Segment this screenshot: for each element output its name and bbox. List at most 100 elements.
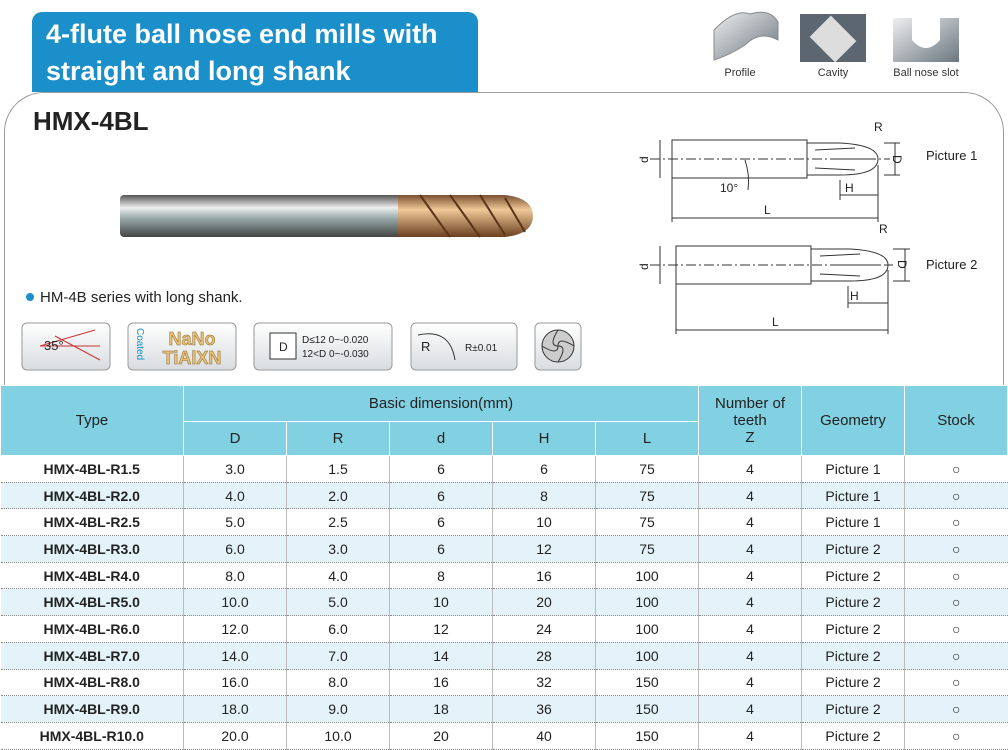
cell: HMX-4BL-R7.0 xyxy=(0,642,184,670)
cell: 28 xyxy=(492,642,596,670)
cell: ○ xyxy=(904,615,1008,643)
cell: 18.0 xyxy=(183,695,287,723)
cell: 5.0 xyxy=(286,588,390,617)
teeth-line: Number of xyxy=(715,395,786,412)
tolerance: 12<D 0~-0.030 xyxy=(302,349,369,360)
title-line: 4-flute ball nose end mills with xyxy=(46,19,438,49)
cell: HMX-4BL-R4.0 xyxy=(0,562,184,590)
cell: 16.0 xyxy=(183,669,287,697)
cell: 5.0 xyxy=(183,508,287,537)
cell: ○ xyxy=(904,669,1008,697)
cell: 2.5 xyxy=(286,508,390,537)
cell: Picture 2 xyxy=(801,669,905,697)
cell: 8.0 xyxy=(183,562,287,590)
cell: 150 xyxy=(594,695,699,723)
cell: Picture 2 xyxy=(801,615,905,643)
cell: HMX-4BL-R3.0 xyxy=(0,535,184,563)
dim-header: d xyxy=(389,421,493,456)
cell: 3.0 xyxy=(286,535,390,563)
title-tab: 4-flute ball nose end mills with straigh… xyxy=(32,12,478,92)
cell: 8 xyxy=(389,562,493,590)
cell: Picture 2 xyxy=(801,722,905,750)
table-row: HMX-4BL-R6.0 12.0 6.0 12 24 100 4 Picture 2 ○ xyxy=(0,615,1008,643)
cell: 100 xyxy=(594,615,699,643)
cell: 1.5 xyxy=(286,455,390,483)
teeth-line: Z xyxy=(745,429,755,446)
dim: d xyxy=(637,263,651,270)
cell: 14 xyxy=(389,642,493,670)
dim: D xyxy=(890,155,904,164)
cell: 32 xyxy=(492,669,596,697)
cell: HMX-4BL-R1.5 xyxy=(0,455,184,483)
dim: L xyxy=(764,203,771,217)
cell: 4 xyxy=(698,615,802,643)
cell: HMX-4BL-R6.0 xyxy=(0,615,184,643)
caption: Picture 2 xyxy=(926,257,977,272)
cell: 12 xyxy=(389,615,493,643)
cell: 6.0 xyxy=(183,535,287,563)
cell: HMX-4BL-R10.0 xyxy=(0,722,184,750)
cell: 6 xyxy=(389,482,493,510)
cell: 75 xyxy=(594,535,699,563)
type-header: Type xyxy=(0,385,184,456)
cavity-icon-pit xyxy=(809,15,857,63)
radius-tol: R±0.01 xyxy=(465,343,498,354)
model: HMX-4BL xyxy=(33,106,149,136)
dim: L xyxy=(772,315,779,329)
cell: Picture 2 xyxy=(801,588,905,617)
cell: ○ xyxy=(904,722,1008,750)
table-row: HMX-4BL-R7.0 14.0 7.0 14 28 100 4 Picture 2 ○ xyxy=(0,642,1008,670)
cell: 2.0 xyxy=(286,482,390,510)
cell: 40 xyxy=(492,722,596,750)
illustrations: Profile Cavity Ball nose slot HMX-4BL HM… xyxy=(21,11,977,371)
cell: 24 xyxy=(492,615,596,643)
radius-symbol: R xyxy=(421,339,430,354)
cell: ○ xyxy=(904,455,1008,483)
cell: ○ xyxy=(904,695,1008,723)
cell: 6 xyxy=(492,455,596,483)
cell: ○ xyxy=(904,562,1008,590)
teeth-line: teeth xyxy=(733,412,767,429)
cell: 16 xyxy=(389,669,493,697)
cell: 8 xyxy=(492,482,596,510)
tol-symbol: D xyxy=(279,340,288,354)
cell: 10 xyxy=(492,508,596,537)
cell: HMX-4BL-R8.0 xyxy=(0,669,184,697)
cell: 100 xyxy=(594,588,699,617)
teeth-header: Number of teeth Z xyxy=(698,385,803,456)
cell: 75 xyxy=(594,508,699,537)
app-label: Cavity xyxy=(818,67,849,79)
cell: Picture 1 xyxy=(801,482,905,510)
cell: HMX-4BL-R5.0 xyxy=(0,588,184,617)
cell: ○ xyxy=(904,508,1008,537)
dim: D xyxy=(895,260,909,269)
cell: ○ xyxy=(904,588,1008,617)
basic-header: Basic dimension(mm) xyxy=(182,385,700,422)
dim: H xyxy=(845,181,854,195)
profile-icon xyxy=(713,11,779,61)
cell: 4 xyxy=(698,695,802,723)
cell: 4 xyxy=(698,588,802,617)
cell: 16 xyxy=(492,562,596,590)
table-row: HMX-4BL-R10.0 20.0 10.0 20 40 150 4 Picture 2 ○ xyxy=(0,722,1008,750)
cell: 4 xyxy=(698,508,802,537)
dim: R xyxy=(879,222,888,236)
cell: ○ xyxy=(904,535,1008,563)
cell: 100 xyxy=(594,562,699,590)
title-line: straight and long shank xyxy=(46,56,351,86)
diagram-2 xyxy=(650,245,910,334)
tool-shank xyxy=(120,195,402,237)
cell: 150 xyxy=(594,722,699,750)
cell: 12.0 xyxy=(183,615,287,643)
cell: 75 xyxy=(594,482,699,510)
cell: Picture 2 xyxy=(801,562,905,590)
cell: 75 xyxy=(594,455,699,483)
cell: HMX-4BL-R9.0 xyxy=(0,695,184,723)
dim-header: D xyxy=(183,421,287,456)
caption: Picture 1 xyxy=(926,148,977,163)
dim: R xyxy=(874,120,883,134)
coating: NaNo xyxy=(168,329,215,349)
tolerance: D≤12 0~-0.020 xyxy=(302,335,369,346)
dim: H xyxy=(850,289,859,303)
slot-icon xyxy=(893,18,959,62)
